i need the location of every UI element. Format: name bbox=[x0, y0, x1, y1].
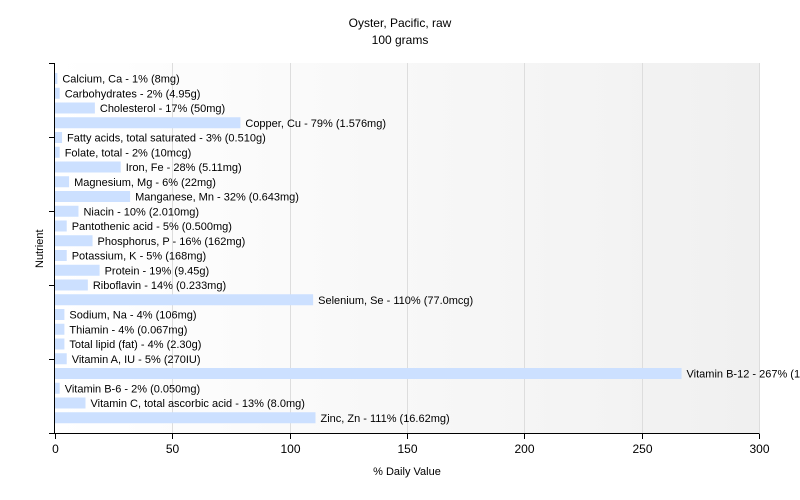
bar bbox=[55, 220, 67, 232]
bar bbox=[55, 235, 93, 247]
bar bbox=[55, 176, 70, 188]
bar-label: Calcium, Ca - 1% (8mg) bbox=[62, 74, 179, 86]
bar bbox=[55, 102, 95, 114]
bar bbox=[55, 87, 60, 99]
bar-label: Potassium, K - 5% (168mg) bbox=[72, 251, 207, 263]
bar-label: Magnesium, Mg - 6% (22mg) bbox=[74, 177, 216, 189]
bar bbox=[55, 73, 58, 84]
bar bbox=[55, 264, 100, 276]
chart-subtitle: 100 grams bbox=[371, 33, 429, 47]
bar bbox=[55, 191, 131, 202]
bar-label: Carbohydrates - 2% (4.95g) bbox=[65, 88, 201, 100]
bar bbox=[55, 412, 316, 424]
bar bbox=[55, 353, 67, 365]
bar bbox=[55, 250, 67, 261]
x-tick-label: 200 bbox=[514, 442, 534, 456]
bar bbox=[55, 338, 65, 350]
bar bbox=[55, 132, 63, 143]
x-tick-label: 250 bbox=[632, 442, 652, 456]
bar bbox=[55, 382, 60, 394]
bar bbox=[55, 117, 241, 129]
bar-label: Zinc, Zn - 111% (16.62mg) bbox=[320, 413, 449, 425]
bar-label: Protein - 19% (9.45g) bbox=[105, 265, 210, 277]
x-tick-label: 0 bbox=[52, 442, 59, 456]
bar bbox=[55, 205, 79, 217]
bar-label: Pantothenic acid - 5% (0.500mg) bbox=[72, 221, 232, 233]
bar-label: Riboflavin - 14% (0.233mg) bbox=[93, 280, 226, 292]
bar bbox=[55, 161, 121, 173]
bar-label: Cholesterol - 17% (50mg) bbox=[100, 103, 225, 115]
chart-title: Oyster, Pacific, raw bbox=[348, 16, 452, 30]
y-axis-label: Nutrient bbox=[34, 228, 46, 268]
bar-label: Phosphorus, P - 16% (162mg) bbox=[98, 236, 246, 248]
bar-label: Manganese, Mn - 32% (0.643mg) bbox=[135, 192, 299, 204]
bar-label: Vitamin A, IU - 5% (270IU) bbox=[72, 354, 201, 366]
bar-label: Vitamin C, total ascorbic acid - 13% (8.… bbox=[91, 398, 305, 410]
bar-label: Vitamin B-12 - 267% (16.00mcg) bbox=[687, 369, 800, 381]
bar-label: Folate, total - 2% (10mcg) bbox=[65, 147, 192, 159]
bar-label: Niacin - 10% (2.010mg) bbox=[83, 206, 199, 218]
bar bbox=[55, 279, 88, 291]
x-tick-label: 300 bbox=[749, 442, 769, 456]
bar bbox=[55, 323, 65, 335]
x-tick-label: 100 bbox=[280, 442, 300, 456]
bar bbox=[55, 294, 314, 306]
bar bbox=[55, 397, 86, 409]
bar-label: Iron, Fe - 28% (5.11mg) bbox=[126, 162, 242, 174]
bar-label: Thiamin - 4% (0.067mg) bbox=[69, 324, 187, 336]
x-axis-label: % Daily Value bbox=[373, 466, 441, 478]
bar-label: Fatty acids, total saturated - 3% (0.510… bbox=[67, 133, 266, 145]
bar bbox=[55, 368, 682, 379]
bar-label: Sodium, Na - 4% (106mg) bbox=[69, 310, 196, 322]
bar-label: Copper, Cu - 79% (1.576mg) bbox=[245, 118, 386, 130]
x-tick-label: 50 bbox=[166, 442, 180, 456]
bar-label: Vitamin B-6 - 2% (0.050mg) bbox=[65, 383, 201, 395]
bar-label: Selenium, Se - 110% (77.0mcg) bbox=[318, 295, 473, 307]
bar-label: Total lipid (fat) - 4% (2.30g) bbox=[69, 339, 201, 351]
x-tick-label: 150 bbox=[397, 442, 417, 456]
bar bbox=[55, 146, 60, 158]
bar bbox=[55, 309, 65, 320]
